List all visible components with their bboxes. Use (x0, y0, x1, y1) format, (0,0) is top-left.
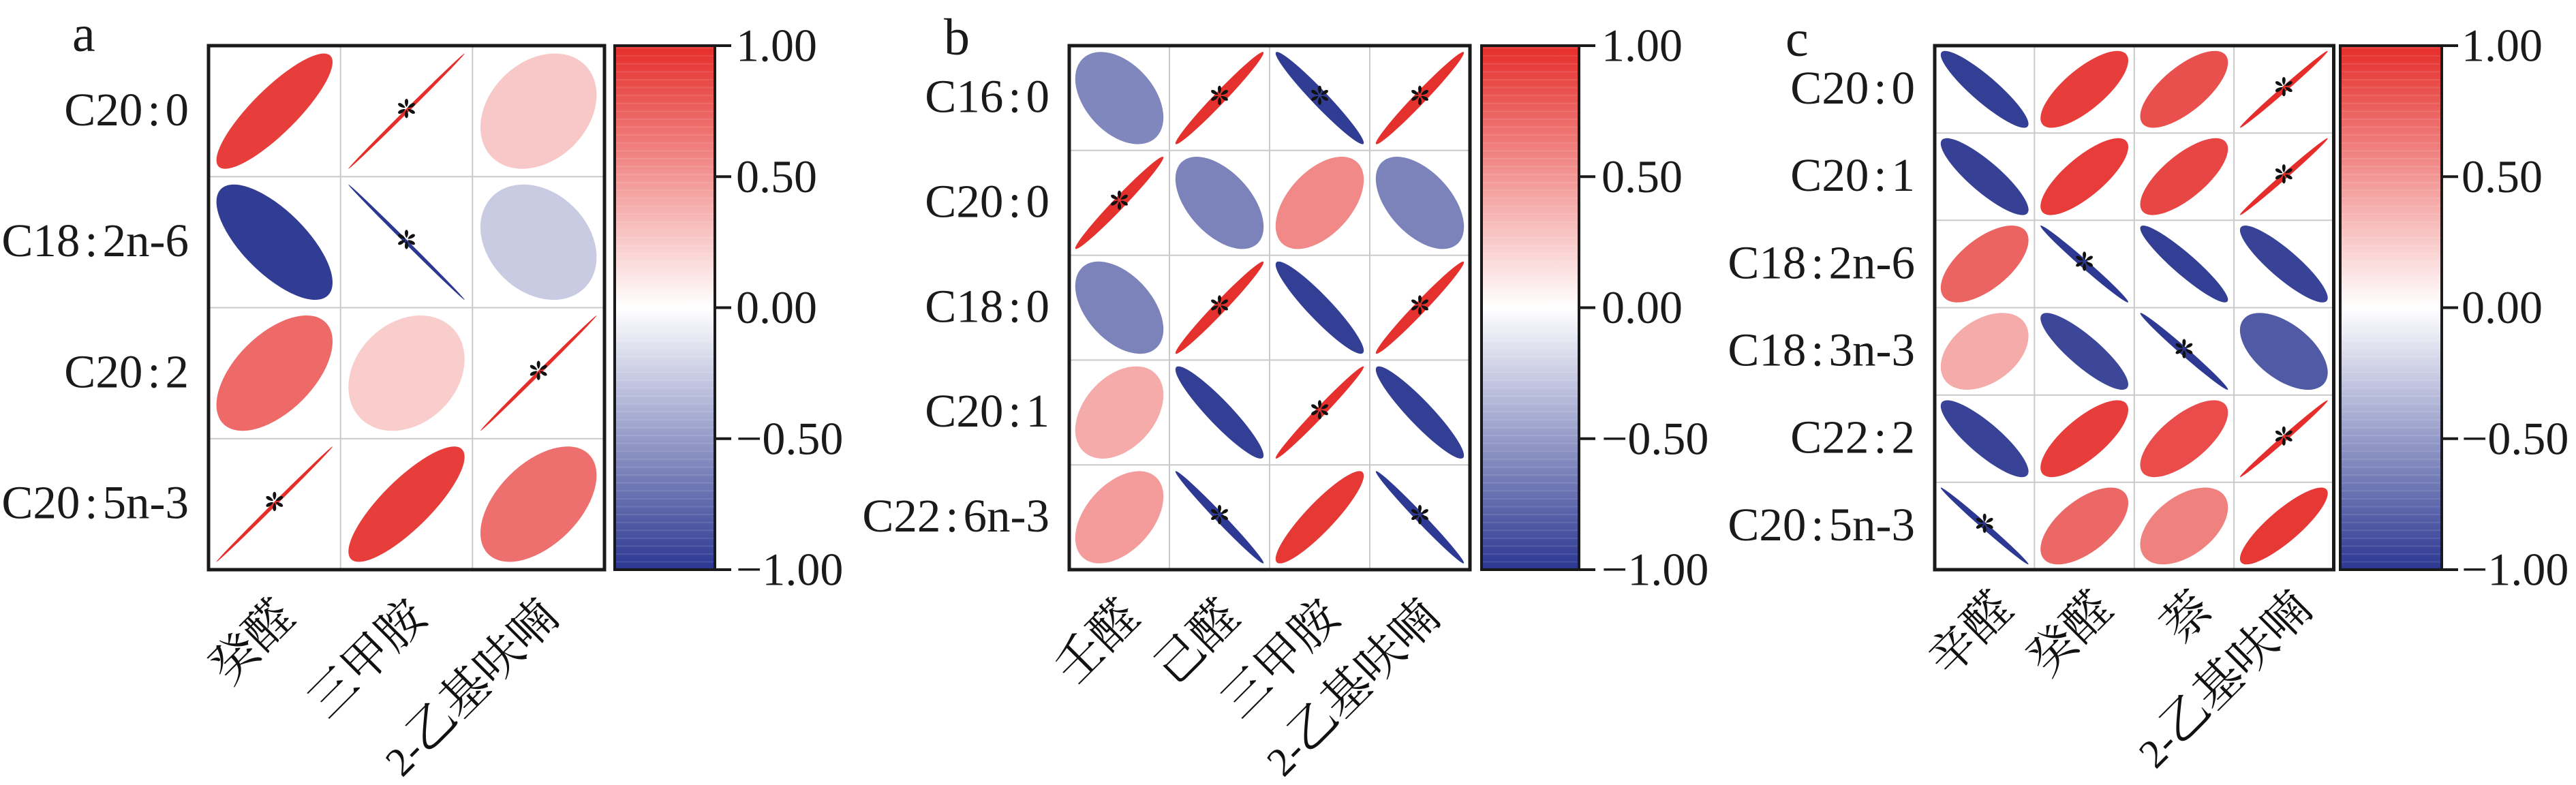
svg-text:C22:6n-3: C22:6n-3 (862, 490, 1049, 542)
svg-text:C18:3n-3: C18:3n-3 (1728, 324, 1915, 375)
svg-text:b: b (944, 9, 970, 66)
svg-text:−1.00: −1.00 (2462, 544, 2569, 596)
svg-text:0.50: 0.50 (1601, 151, 1683, 202)
svg-text:C20:5n-3: C20:5n-3 (1, 477, 189, 529)
svg-text:−1.00: −1.00 (736, 544, 843, 596)
svg-text:0.50: 0.50 (2462, 151, 2543, 202)
svg-text:C20:5n-3: C20:5n-3 (1728, 499, 1915, 551)
svg-text:0.00: 0.00 (2462, 281, 2543, 333)
svg-text:C20:1: C20:1 (1790, 149, 1915, 201)
svg-text:C18:2n-6: C18:2n-6 (1, 215, 189, 266)
svg-text:0.50: 0.50 (736, 151, 817, 202)
svg-text:c: c (1785, 10, 1809, 67)
svg-text:C20:0: C20:0 (1790, 62, 1915, 114)
svg-text:1.00: 1.00 (1601, 20, 1683, 72)
svg-text:−0.50: −0.50 (2462, 412, 2569, 464)
svg-text:0.00: 0.00 (736, 281, 817, 333)
svg-text:0.00: 0.00 (1601, 281, 1683, 333)
svg-text:C20:2: C20:2 (64, 346, 189, 398)
svg-text:−0.50: −0.50 (1601, 412, 1708, 464)
svg-text:C20:1: C20:1 (925, 385, 1049, 437)
svg-text:1.00: 1.00 (2462, 20, 2543, 72)
svg-text:−0.50: −0.50 (736, 412, 843, 464)
svg-text:C22:2: C22:2 (1790, 412, 1915, 463)
svg-text:C18:2n-6: C18:2n-6 (1728, 236, 1915, 288)
svg-text:−1.00: −1.00 (1601, 544, 1708, 596)
svg-text:C20:0: C20:0 (925, 176, 1049, 228)
svg-text:C18:0: C18:0 (925, 280, 1049, 332)
svg-text:C20:0: C20:0 (64, 84, 189, 136)
svg-text:1.00: 1.00 (736, 20, 817, 72)
svg-text:a: a (72, 5, 95, 63)
svg-text:C16:0: C16:0 (925, 71, 1049, 123)
